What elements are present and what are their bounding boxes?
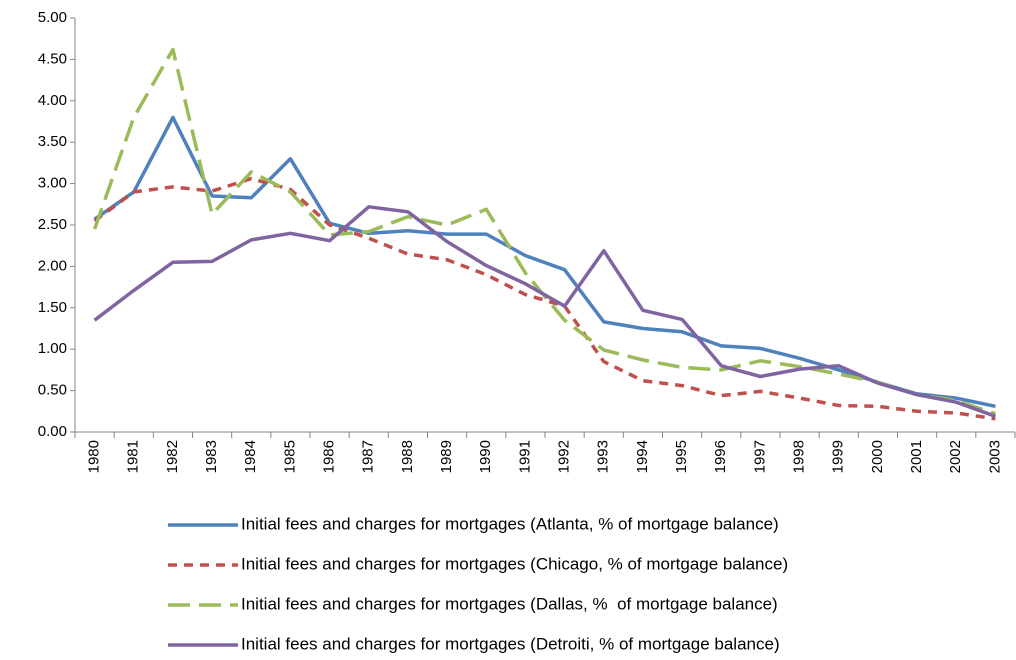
series-line [93, 115, 996, 409]
x-tick-label: 2001 [908, 440, 925, 473]
x-tick-label: 1985 [281, 440, 298, 473]
x-tick-label: 1993 [595, 440, 612, 473]
y-tick-label: 2.00 [38, 257, 67, 274]
x-tick-label: 1986 [321, 440, 338, 473]
y-tick-label: 4.00 [38, 92, 67, 109]
x-tick-label: 1995 [673, 440, 690, 473]
y-tick-label: 2.50 [38, 216, 67, 233]
x-tick-label: 2000 [869, 440, 886, 473]
x-tick-label: 1992 [556, 440, 573, 473]
x-tick-label: 2003 [986, 440, 1003, 473]
x-tick-label: 1997 [751, 440, 768, 473]
y-tick-label: 3.50 [38, 133, 67, 150]
x-tick-label: 1999 [830, 440, 847, 473]
x-tick-label: 1989 [438, 440, 455, 473]
x-tick-label: 1990 [477, 440, 494, 473]
y-tick-label: 1.50 [38, 299, 67, 316]
x-tick-label: 1994 [634, 440, 651, 473]
x-tick-label: 1998 [791, 440, 808, 473]
x-tick-label: 1984 [242, 440, 259, 473]
legend-label: Initial fees and charges for mortgages (… [241, 514, 779, 533]
legend-label: Initial fees and charges for mortgages (… [241, 554, 788, 573]
y-tick-label: 3.00 [38, 175, 67, 192]
x-tick-label: 1982 [164, 440, 181, 473]
y-tick-label: 0.00 [38, 423, 67, 440]
y-tick-label: 0.50 [38, 382, 67, 399]
series-line [93, 205, 996, 418]
x-tick-label: 1996 [712, 440, 729, 473]
y-tick-label: 5.00 [38, 9, 67, 26]
x-tick-label: 1991 [516, 440, 533, 473]
legend-label: Initial fees and charges for mortgages (… [241, 594, 778, 613]
x-tick-label: 1981 [125, 440, 142, 473]
x-tick-label: 1983 [203, 440, 220, 473]
x-tick-label: 1988 [399, 440, 416, 473]
x-tick-label: 1980 [86, 440, 103, 473]
x-tick-label: 2002 [947, 440, 964, 473]
y-tick-label: 1.00 [38, 340, 67, 357]
legend-label: Initial fees and charges for mortgages (… [241, 634, 780, 653]
x-tick-label: 1987 [360, 440, 377, 473]
y-tick-label: 4.50 [38, 50, 67, 67]
series-line [92, 47, 996, 416]
